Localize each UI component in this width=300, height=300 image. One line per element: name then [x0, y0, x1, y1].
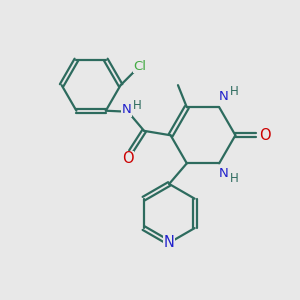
- Text: N: N: [122, 103, 131, 116]
- Text: H: H: [230, 172, 239, 185]
- Text: O: O: [122, 151, 134, 166]
- Text: Cl: Cl: [133, 60, 146, 73]
- Text: H: H: [230, 85, 239, 98]
- Text: N: N: [219, 167, 229, 180]
- Text: N: N: [219, 90, 229, 104]
- Text: H: H: [133, 99, 142, 112]
- Text: O: O: [259, 128, 271, 143]
- Text: N: N: [164, 235, 175, 250]
